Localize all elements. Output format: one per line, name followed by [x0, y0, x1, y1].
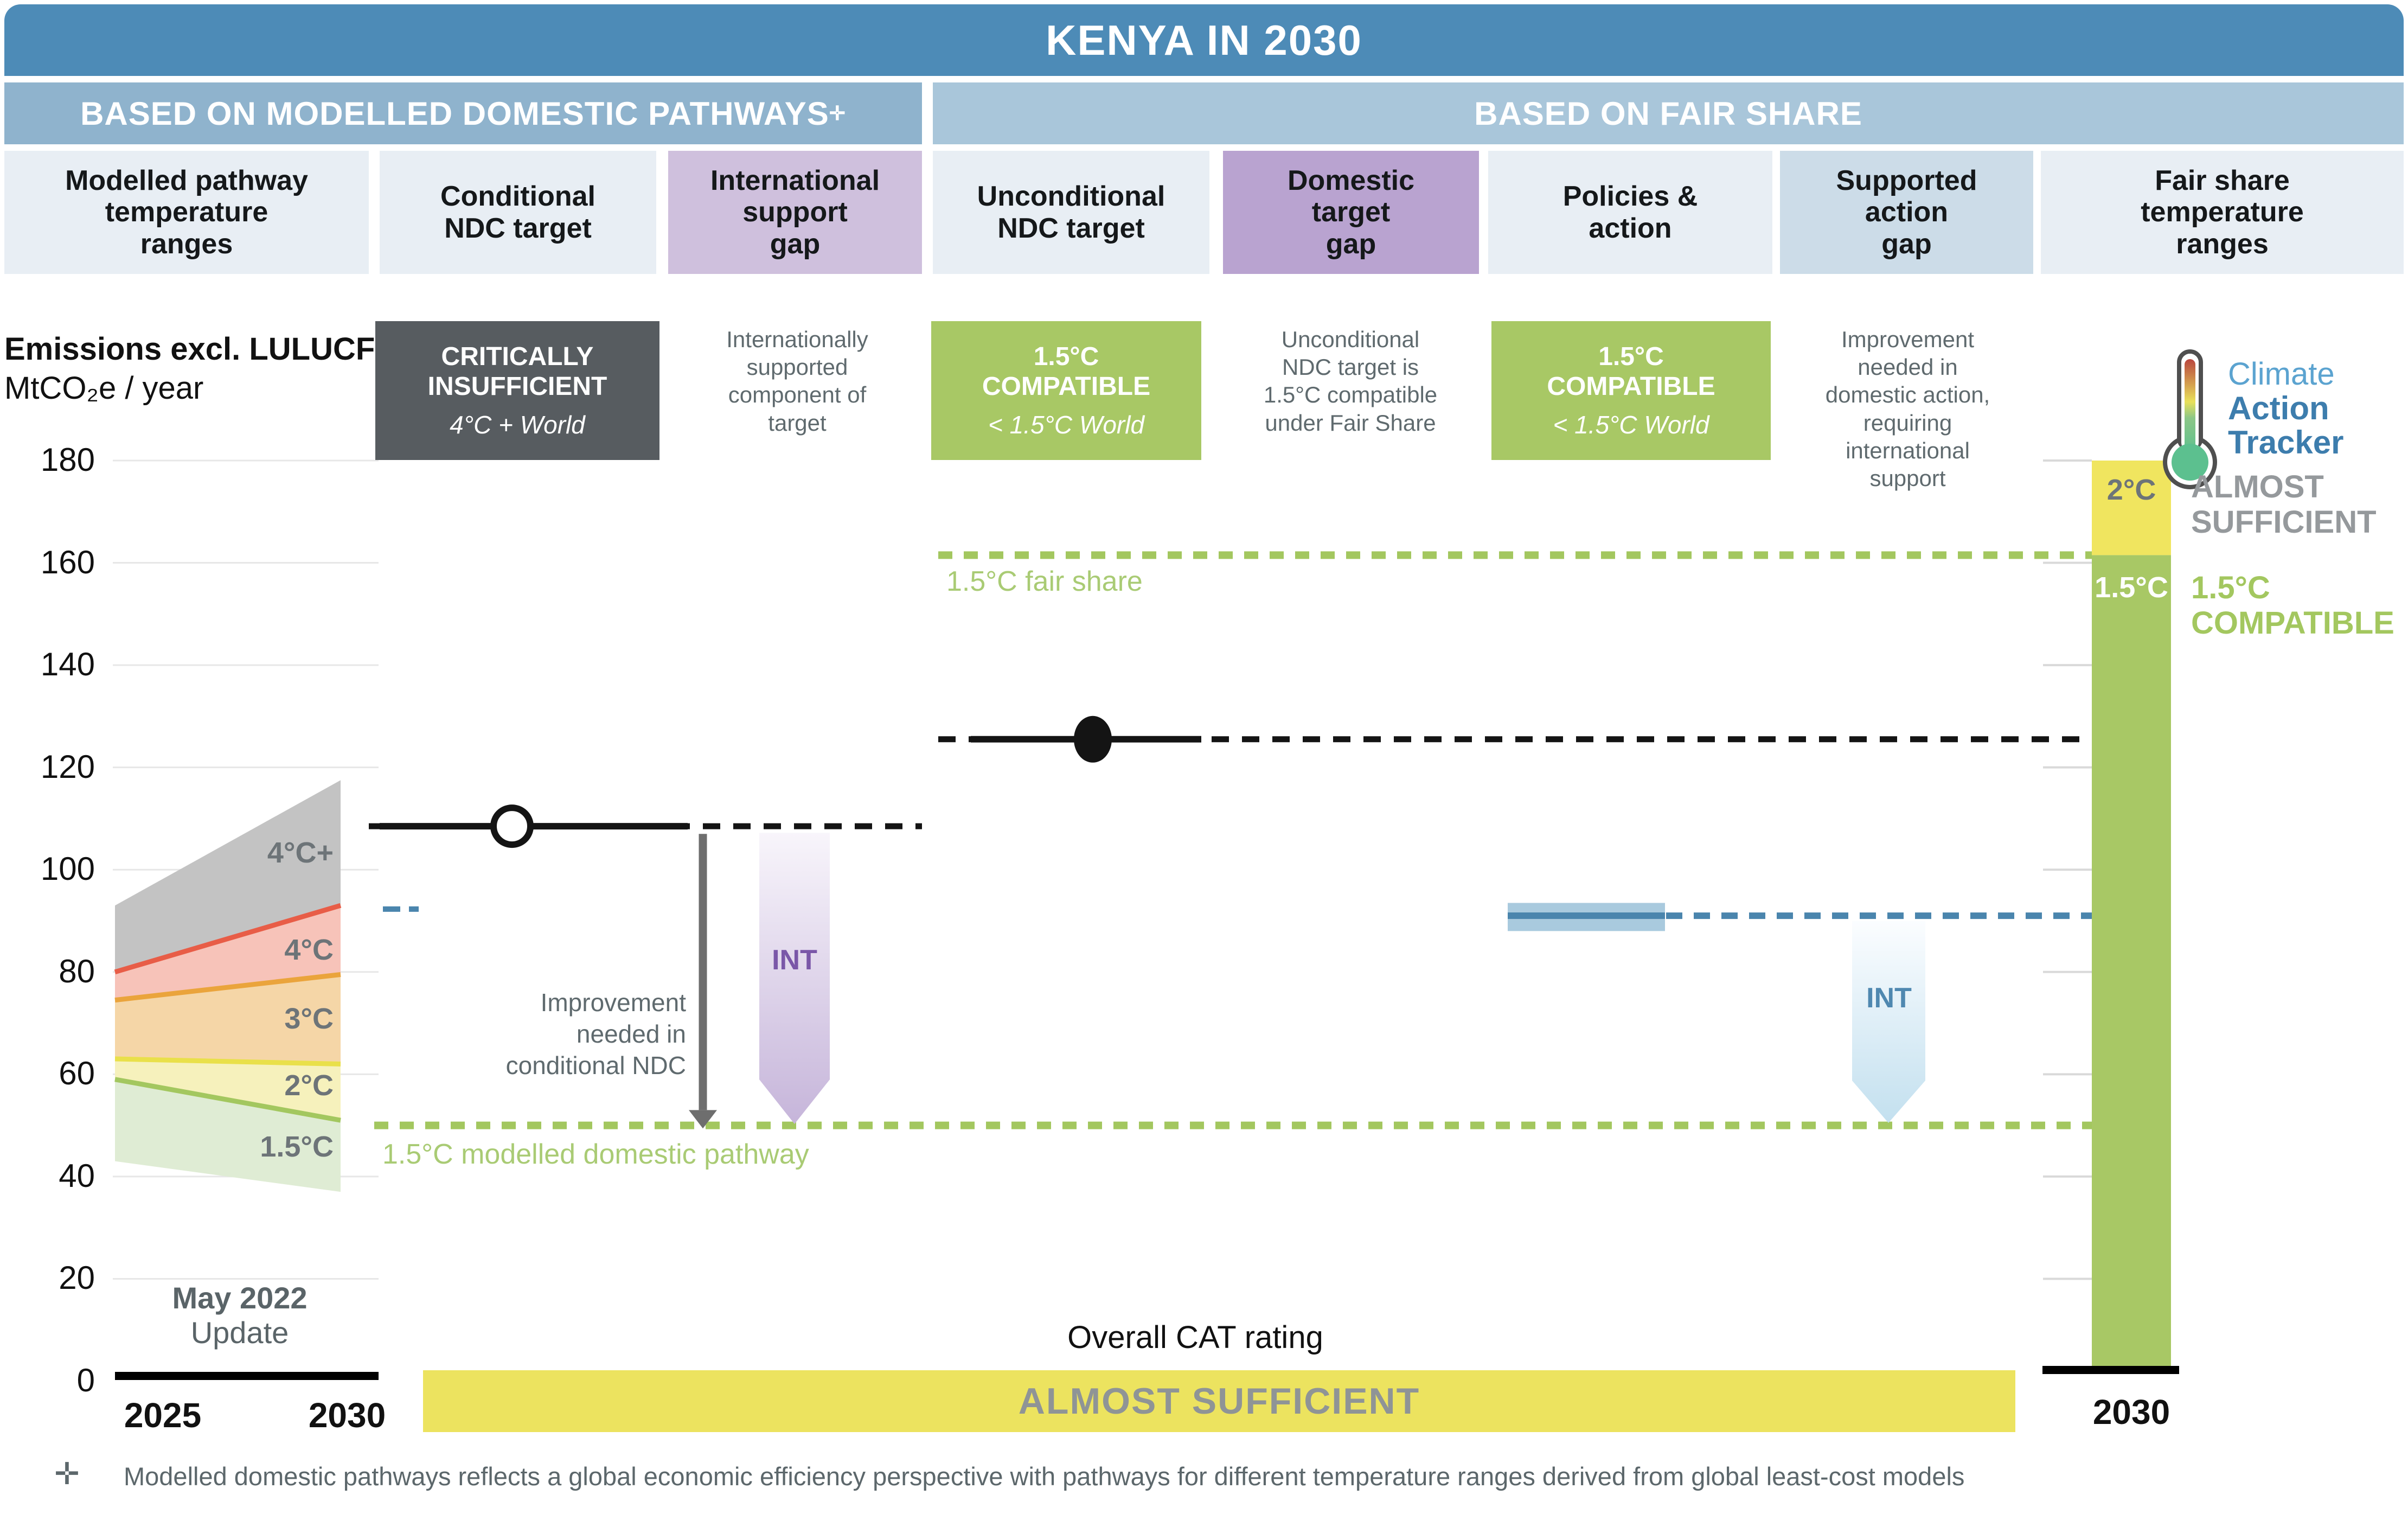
y-tick-label: 100 [40, 851, 95, 887]
x-tick-2030: 2030 [308, 1396, 386, 1435]
update-month: May 2022 [172, 1281, 308, 1315]
section-header-fairshare: BASED ON FAIR SHARE [933, 82, 2404, 144]
label-fair-share-line: 1.5°C fair share [946, 566, 1143, 597]
note-supported-action: Improvement needed in domestic action, r… [1825, 327, 1990, 491]
fan-boundary-line [114, 972, 341, 1003]
y-tick-label: 120 [40, 748, 95, 785]
rating-badge-policies-action: 1.5°C COMPATIBLE < 1.5°C World [1491, 321, 1771, 460]
logo-action: Action [2228, 389, 2329, 426]
fan-boundary-line [114, 903, 342, 975]
x-axis-right [2042, 1366, 2179, 1374]
col-header-fairshare-ranges: Fair share temperature ranges [2041, 151, 2404, 274]
x-tick-2030-fairshare: 2030 [2092, 1392, 2170, 1432]
fan-band [115, 905, 341, 1000]
supported-action-gap-arrow [1852, 921, 1925, 1123]
y-tick-label: 80 [59, 953, 95, 989]
y-tick-label: 160 [40, 544, 95, 580]
conditional-ndc-marker [490, 804, 534, 848]
rating-badge-conditional-ndc: CRITICALLY INSUFFICIENT 4°C + World [375, 321, 659, 460]
policies-action-line [1508, 912, 1665, 919]
scale-label-15-compatible: 1.5°C COMPATIBLE [2191, 570, 2394, 641]
col-header-domestic-gap: Domestic target gap [1223, 151, 1479, 274]
fan-band [115, 974, 341, 1064]
y-axis-title: Emissions excl. LULUCF [4, 331, 375, 367]
fan-band [115, 1079, 341, 1192]
label-int-international: INT [772, 944, 817, 976]
scale-label-almost-sufficient: ALMOST SUFFICIENT [2191, 469, 2377, 540]
logo-climate: Climate [2228, 356, 2335, 392]
y-tick-label: 40 [59, 1157, 95, 1194]
rating-badge-unconditional-ndc: 1.5°C COMPATIBLE < 1.5°C World [931, 321, 1201, 460]
x-tick-2025: 2025 [124, 1396, 202, 1435]
fan-band [115, 780, 341, 972]
col-header-modelled-ranges: Modelled pathway temperature ranges [4, 151, 369, 274]
fan-boundary-line [114, 1077, 341, 1123]
col-header-conditional-ndc: Conditional NDC target [380, 151, 656, 274]
improvement-arrow-head [689, 1110, 717, 1129]
col-header-intl-support-gap: International support gap [668, 151, 922, 274]
x-axis-left [115, 1372, 379, 1380]
y-tick-label: 180 [40, 441, 95, 478]
fan-label: 2°C [284, 1069, 334, 1102]
fan-label: 4°C+ [267, 836, 334, 869]
international-support-gap-arrow [759, 833, 830, 1124]
overall-rating-title: Overall CAT rating [1067, 1320, 1323, 1355]
page-title: KENYA IN 2030 [1046, 16, 1362, 64]
fan-label: 1.5°C [260, 1130, 334, 1164]
bar-label-15c: 1.5°C [2095, 571, 2168, 604]
col-header-supported-gap: Supported action gap [1780, 151, 2033, 274]
col-header-policies-action: Policies & action [1488, 151, 1772, 274]
y-tick-label: 60 [59, 1055, 95, 1092]
fan-band [115, 1059, 341, 1121]
footnote-marker-icon: ✛ [829, 102, 846, 124]
bar-label-2c: 2°C [2106, 474, 2156, 506]
unconditional-ndc-marker [1074, 716, 1112, 763]
fan-label: 3°C [284, 1002, 334, 1036]
title-bar: KENYA IN 2030 [4, 4, 2404, 76]
y-tick-label: 0 [76, 1362, 95, 1398]
fan-label: 4°C [284, 934, 334, 967]
overall-rating-banner: ALMOST SUFFICIENT [423, 1370, 2015, 1432]
fairshare-bar-15c [2092, 555, 2171, 1370]
footnote-text: Modelled domestic pathways reflects a gl… [124, 1462, 1965, 1491]
footnote-symbol: ✛ [54, 1456, 80, 1491]
cat-logo-text: Climate Action Tracker [2228, 356, 2344, 461]
y-axis-unit: MtCO₂e / year [4, 370, 204, 406]
label-int-supported: INT [1866, 982, 1912, 1014]
note-international-support: Internationally supported component of t… [726, 327, 868, 436]
y-tick-label: 140 [40, 646, 95, 683]
fan-boundary-line [114, 1056, 341, 1066]
fairshare-bar-2c [2092, 460, 2171, 555]
label-domestic-pathway-line: 1.5°C modelled domestic pathway [382, 1139, 809, 1170]
logo-tracker: Tracker [2228, 424, 2344, 461]
update-word: Update [190, 1315, 289, 1350]
y-tick-label: 20 [59, 1260, 95, 1296]
section-header-modelled: BASED ON MODELLED DOMESTIC PATHWAYS ✛ [4, 82, 922, 144]
note-domestic-gap: Unconditional NDC target is 1.5°C compat… [1263, 327, 1438, 436]
label-improvement-conditional: Improvement needed in conditional NDC [505, 988, 686, 1079]
col-header-unconditional-ndc: Unconditional NDC target [933, 151, 1209, 274]
